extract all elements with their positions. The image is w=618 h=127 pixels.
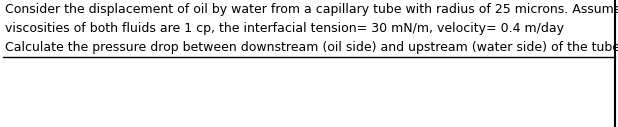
Text: viscosities of both fluids are 1 cp, the interfacial tension= 30 mN/m, velocity=: viscosities of both fluids are 1 cp, the… <box>5 22 564 35</box>
Text: Consider the displacement of oil by water from a capillary tube with radius of 2: Consider the displacement of oil by wate… <box>5 3 618 16</box>
Text: Calculate the pressure drop between downstream (oil side) and upstream (water si: Calculate the pressure drop between down… <box>5 41 618 54</box>
